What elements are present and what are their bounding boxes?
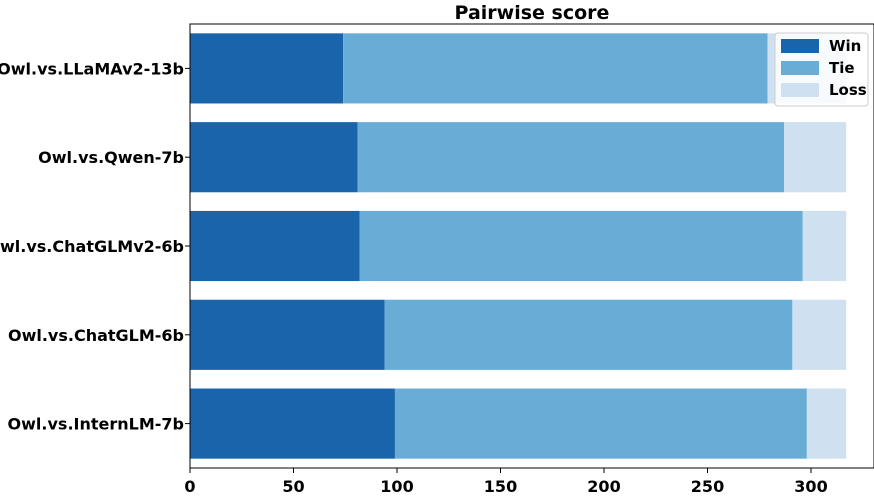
x-tick-label: 0 [184,477,195,496]
legend-swatch-loss [781,83,819,97]
x-tick-label: 250 [691,477,724,496]
legend-swatch-tie [781,61,819,75]
bar-loss-4 [792,299,847,370]
chart-title: Pairwise score [455,2,610,24]
legend-label-win: Win [829,37,861,55]
y-tick-label: Owl.vs.ChatGLMv2-6b [0,237,184,256]
bar-tie-4 [384,299,793,370]
y-tick-label: Owl.vs.Qwen-7b [38,148,184,167]
bar-win-4 [190,299,385,370]
y-tick-labels: Owl.vs.LLaMAv2-13b Owl.vs.Qwen-7b Owl.vs.C… [0,59,184,433]
bar-win-1 [190,33,344,104]
legend: Win Tie Loss [774,32,869,107]
x-tick-label: 50 [282,477,304,496]
bar-tie-1 [343,33,768,104]
bar-tie-2 [357,122,785,193]
legend-swatch-win [781,39,819,53]
y-tick-label: Owl.vs.InternLM-7b [8,415,184,434]
bar-loss-3 [802,210,847,282]
axes-group [185,23,874,473]
bar-loss-5 [806,388,847,459]
plot-frame [189,23,874,469]
x-tick-label: 200 [587,477,620,496]
bar-tie-3 [359,210,803,282]
bars-group [190,33,847,459]
x-tick-label: 300 [794,477,827,496]
bar-loss-2 [784,122,847,193]
bar-tie-5 [394,388,807,459]
x-tick-label: 150 [484,477,517,496]
x-tick-labels: 0 50 100 150 200 250 300 [184,477,827,496]
legend-label-tie: Tie [829,59,855,77]
y-tick-label: Owl.vs.LLaMAv2-13b [0,59,184,78]
bar-win-3 [190,210,360,282]
x-tick-label: 100 [380,477,413,496]
legend-label-loss: Loss [829,81,867,99]
bar-win-5 [190,388,395,459]
y-tick-label: Owl.vs.ChatGLM-6b [8,326,184,345]
bar-win-2 [190,122,358,193]
